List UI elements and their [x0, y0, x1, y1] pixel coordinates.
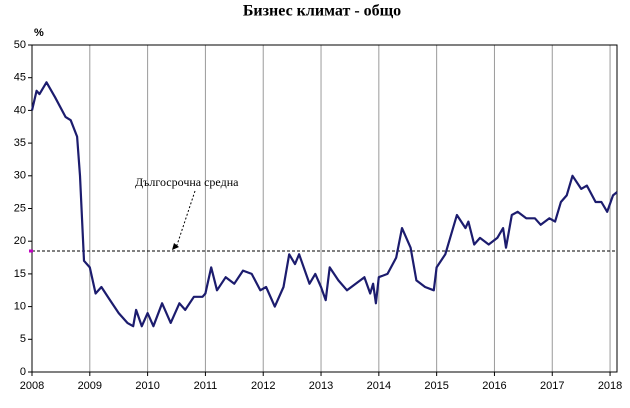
- x-tick-label: 2009: [78, 380, 102, 392]
- y-tick-label: 5: [20, 333, 26, 345]
- y-tick-label: 15: [14, 268, 26, 280]
- x-tick-label: 2018: [598, 380, 622, 392]
- y-tick-label: 20: [14, 235, 26, 247]
- y-tick-label: 35: [14, 137, 26, 149]
- x-tick-label: 2017: [540, 380, 564, 392]
- y-tick-label: 30: [14, 170, 26, 182]
- x-tick-label: 2015: [424, 380, 448, 392]
- plot-frame: [31, 44, 618, 373]
- x-tick-label: 2012: [251, 380, 275, 392]
- x-tick-label: 2013: [309, 380, 333, 392]
- line-series: [30, 81, 618, 328]
- x-tick-label: 2010: [135, 380, 159, 392]
- arrow-head: [172, 243, 179, 251]
- x-tick-label: 2011: [194, 380, 218, 392]
- y-tick-label: 45: [14, 72, 26, 84]
- annotation: Дългосрочна средна: [135, 175, 239, 189]
- y-tick-label: 50: [14, 39, 26, 51]
- y-tick-label: 10: [14, 301, 26, 313]
- annotation-arrow: [175, 190, 196, 249]
- y-tick-label: 25: [14, 202, 26, 214]
- y-unit: %: [34, 27, 44, 39]
- x-tick-label: 2008: [20, 380, 44, 392]
- chart-title: Бизнес климат - общо: [243, 3, 401, 20]
- x-tick-label: 2016: [482, 380, 506, 392]
- y-tick-label: 40: [14, 104, 26, 116]
- x-tick-label: 2014: [367, 380, 391, 392]
- y-tick-label: 0: [20, 366, 26, 378]
